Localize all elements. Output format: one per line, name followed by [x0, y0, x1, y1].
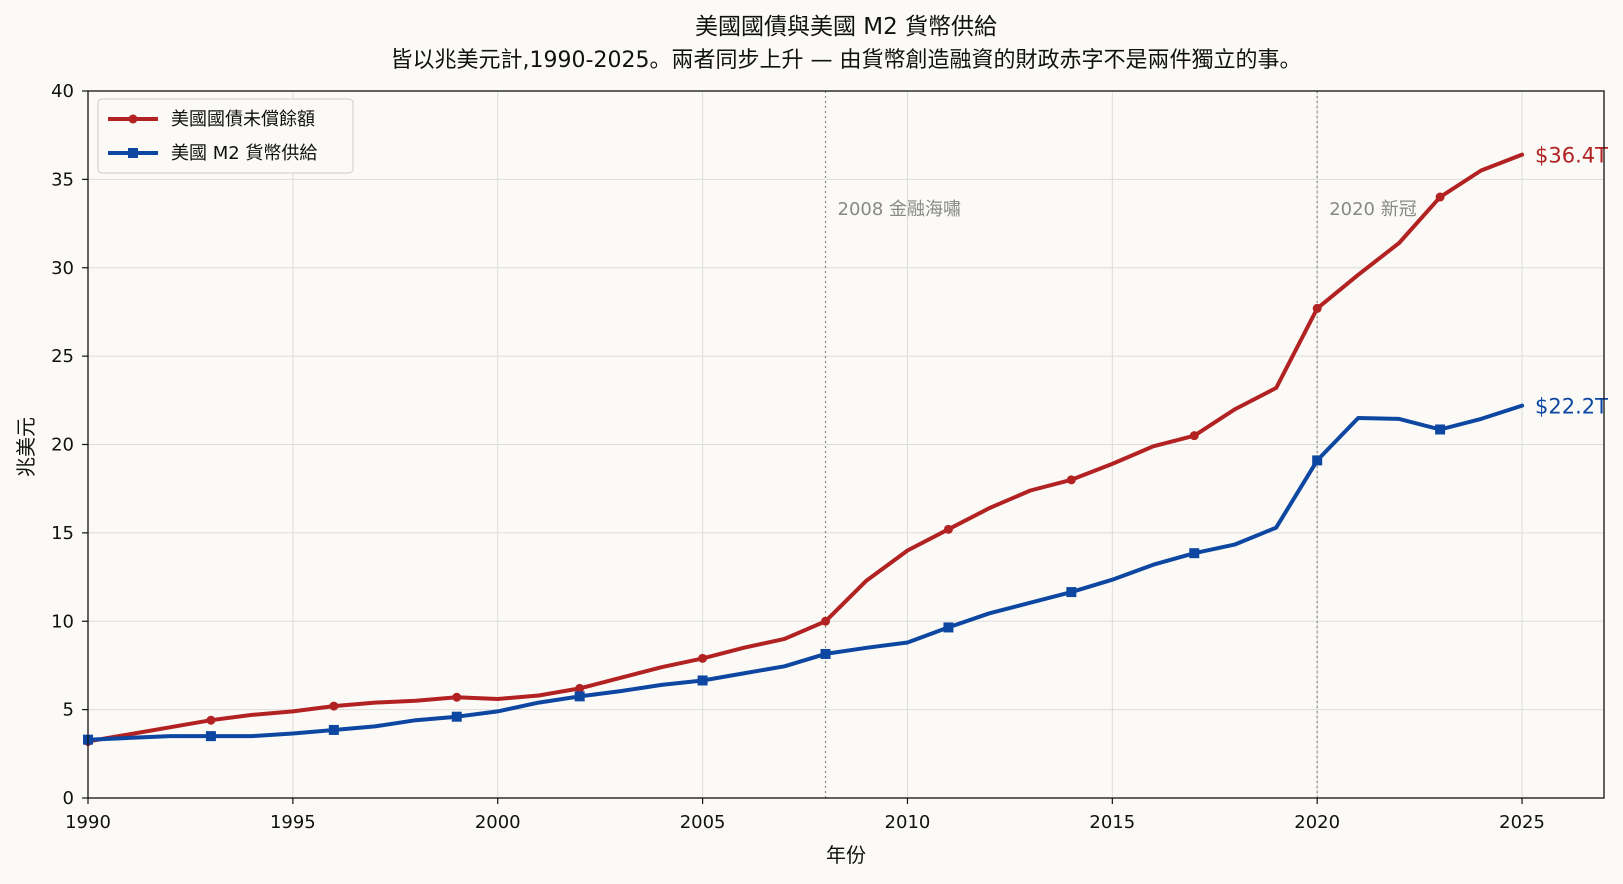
chart-title: 美國國債與美國 M2 貨幣供給	[695, 14, 997, 40]
data-point	[1435, 424, 1446, 435]
data-point	[1312, 303, 1322, 313]
data-point	[821, 616, 831, 626]
x-tick-label: 2025	[1499, 812, 1545, 833]
event-annotation: 2020 新冠	[1329, 199, 1417, 220]
y-tick-label: 25	[51, 346, 74, 367]
legend-label: 美國國債未償餘額	[171, 109, 315, 130]
legend-label: 美國 M2 貨幣供給	[171, 143, 317, 164]
legend-box	[97, 98, 354, 174]
x-tick-label: 2005	[680, 812, 726, 833]
y-tick-label: 5	[63, 700, 74, 721]
data-point	[205, 731, 216, 742]
y-tick-label: 0	[63, 788, 74, 809]
data-point	[943, 524, 953, 534]
y-tick-label: 10	[51, 611, 74, 632]
data-point	[1312, 455, 1323, 466]
x-axis-label: 年份	[826, 843, 866, 867]
x-tick-label: 2015	[1089, 812, 1135, 833]
data-point	[1435, 192, 1445, 202]
y-tick-label: 35	[51, 169, 74, 190]
data-point	[452, 692, 462, 702]
data-point	[451, 711, 462, 722]
data-point	[943, 622, 954, 633]
chart-subtitle: 皆以兆美元計,1990-2025。兩者同步上升 — 由貨幣創造融資的財政赤字不是…	[391, 48, 1302, 73]
y-axis-label: 兆美元	[14, 417, 38, 477]
data-point	[329, 701, 339, 711]
data-point	[328, 724, 339, 735]
legend-swatch-marker	[128, 148, 138, 158]
data-point	[1189, 548, 1200, 559]
series-end-label: $22.2T	[1535, 395, 1608, 419]
data-point	[206, 715, 216, 725]
x-tick-label: 1995	[270, 812, 316, 833]
data-point	[1066, 587, 1077, 598]
legend-swatch-marker	[128, 114, 138, 124]
data-point	[698, 653, 708, 663]
data-point	[574, 691, 585, 702]
data-point	[1066, 475, 1076, 485]
data-point	[575, 683, 585, 693]
series-line-1	[86, 403, 1525, 742]
data-point	[820, 648, 831, 659]
data-point	[1189, 431, 1199, 441]
y-tick-label: 40	[51, 81, 74, 102]
x-tick-label: 2010	[885, 812, 931, 833]
series-line-0	[86, 152, 1525, 744]
x-tick-label: 2020	[1294, 812, 1340, 833]
x-tick-label: 2000	[475, 812, 521, 833]
data-point	[697, 675, 708, 686]
plot-area: 2008 金融海嘯 2020 新冠 $36.4T $22.2T 1990 1995 2000…	[51, 81, 1608, 833]
event-annotation: 2008 金融海嘯	[838, 199, 962, 220]
x-tick-label: 1990	[65, 812, 111, 833]
series-end-label: $36.4T	[1535, 144, 1608, 168]
y-tick-label: 30	[51, 258, 74, 279]
y-tick-label: 20	[51, 435, 74, 456]
y-tick-label: 15	[51, 523, 74, 544]
